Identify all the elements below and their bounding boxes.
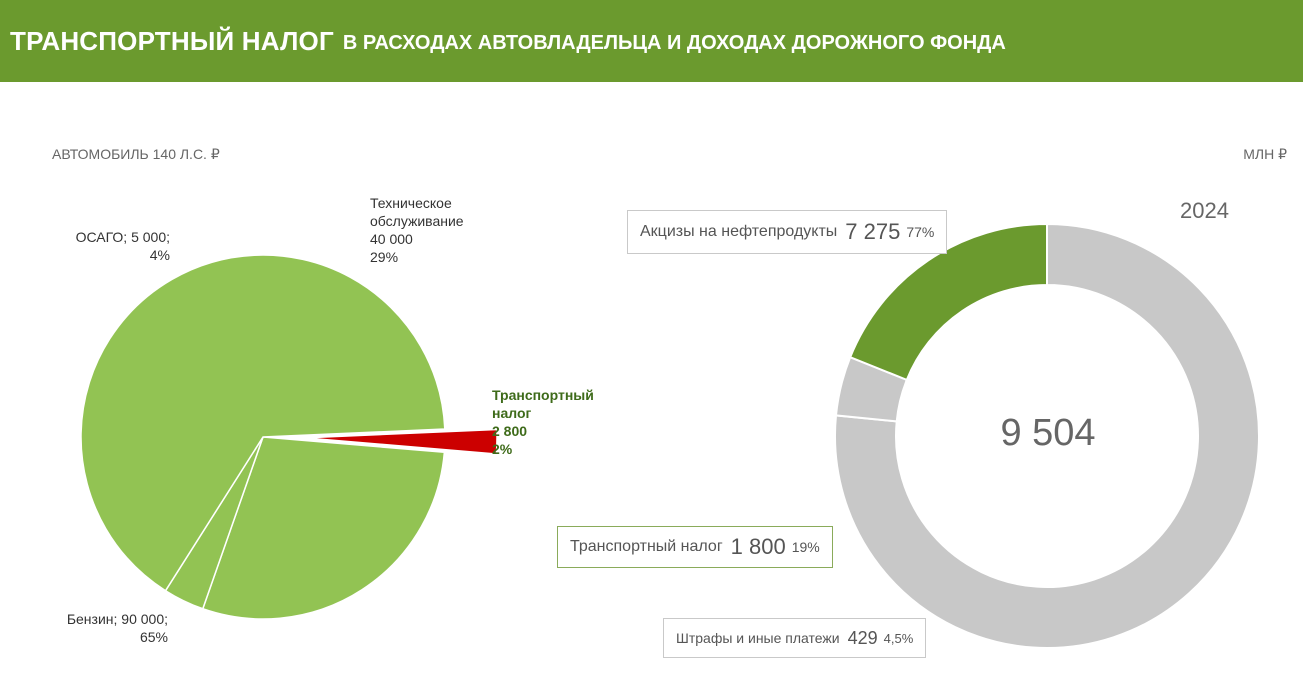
donut-label-fines: Штрафы и иные платежи 429 4,5% bbox=[663, 618, 927, 658]
pie-slice-maintenance bbox=[201, 436, 446, 620]
pie-slice-petrol bbox=[80, 254, 446, 592]
road-fund-donut-chart bbox=[834, 222, 1260, 649]
donut-label-transport-tax: Транспортный налог 1 800 19% bbox=[557, 526, 833, 568]
left-chart-subtitle: АВТОМОБИЛЬ 140 Л.С. ₽ bbox=[52, 146, 220, 162]
pie-label-osago: ОСАГО; 5 000; 4% bbox=[75, 229, 170, 263]
donut-total: 9 504 bbox=[1000, 412, 1096, 454]
donut-segment-excise bbox=[834, 222, 1260, 649]
pie-label-petrol: Бензин; 90 000; 65% bbox=[66, 611, 168, 645]
pie-slice-transport-tax bbox=[304, 428, 498, 455]
header-title-main: Транспортный налог bbox=[10, 25, 334, 56]
donut-year: 2024 bbox=[1180, 198, 1229, 223]
pie-label-maintenance: Техническое обслуживание 40 000 29% bbox=[370, 195, 464, 265]
pie-label-transport-tax: Транспортный налог 2 800 2% bbox=[492, 387, 594, 457]
donut-segment-transport-tax bbox=[848, 222, 1048, 382]
expenses-pie-chart bbox=[80, 254, 498, 620]
right-chart-unit: МЛН ₽ bbox=[1243, 146, 1287, 162]
page-header: Транспортный налог в расходах автовладел… bbox=[0, 0, 1303, 82]
header-title-rest: в расходах автовладельца и доходах дорож… bbox=[342, 31, 1006, 54]
donut-label-excise: Акцизы на нефтепродукты 7 275 77% bbox=[627, 210, 948, 254]
